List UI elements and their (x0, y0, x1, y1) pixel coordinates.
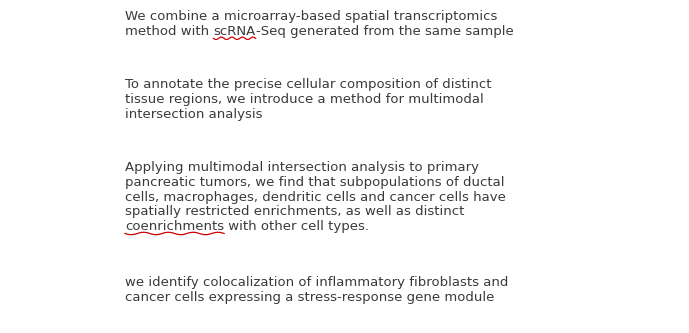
Text: cancer cells expressing a stress-response gene module: cancer cells expressing a stress-respons… (125, 291, 495, 304)
Text: pancreatic tumors, we find that subpopulations of ductal: pancreatic tumors, we find that subpopul… (125, 176, 504, 189)
Text: coenrichments: coenrichments (125, 220, 224, 233)
Text: To annotate the precise cellular composition of distinct: To annotate the precise cellular composi… (125, 78, 491, 91)
Text: spatially restricted enrichments, as well as distinct: spatially restricted enrichments, as wel… (125, 205, 464, 218)
Text: cells, macrophages, dendritic cells and cancer cells have: cells, macrophages, dendritic cells and … (125, 190, 506, 203)
Text: method with: method with (125, 25, 214, 38)
Text: tissue regions, we introduce a method for multimodal: tissue regions, we introduce a method fo… (125, 93, 484, 106)
Text: scRNA: scRNA (214, 25, 256, 38)
Text: with other cell types.: with other cell types. (224, 220, 369, 233)
Text: intersection analysis: intersection analysis (125, 108, 263, 121)
Text: We combine a microarray-based spatial transcriptomics: We combine a microarray-based spatial tr… (125, 10, 497, 23)
Text: we identify colocalization of inflammatory fibroblasts and: we identify colocalization of inflammato… (125, 276, 508, 289)
Text: Applying multimodal intersection analysis to primary: Applying multimodal intersection analysi… (125, 161, 479, 174)
Text: -Seq generated from the same sample: -Seq generated from the same sample (256, 25, 513, 38)
